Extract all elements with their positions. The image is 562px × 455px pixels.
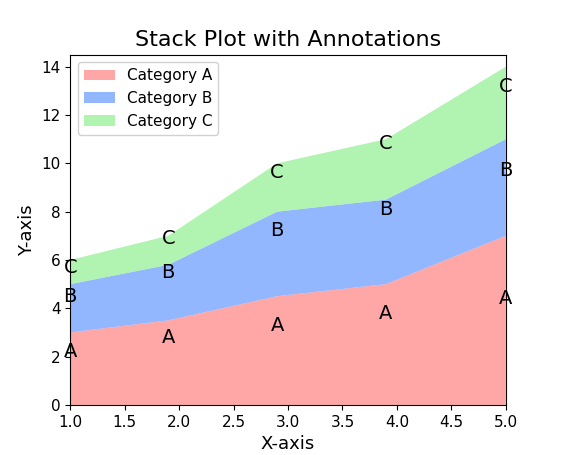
Text: A: A	[270, 316, 284, 335]
Text: B: B	[379, 200, 393, 219]
Text: A: A	[379, 303, 393, 323]
Text: A: A	[499, 289, 513, 308]
Y-axis label: Y-axis: Y-axis	[18, 204, 36, 256]
Text: C: C	[270, 163, 284, 182]
Text: A: A	[64, 342, 77, 361]
Text: B: B	[499, 161, 513, 180]
X-axis label: X-axis: X-axis	[261, 435, 315, 453]
Text: C: C	[379, 135, 393, 153]
Text: B: B	[64, 287, 77, 306]
Text: C: C	[64, 258, 77, 277]
Text: C: C	[161, 229, 175, 248]
Legend: Category A, Category B, Category C: Category A, Category B, Category C	[78, 62, 219, 135]
Text: B: B	[270, 222, 284, 241]
Text: A: A	[161, 328, 175, 347]
Title: Stack Plot with Annotations: Stack Plot with Annotations	[135, 30, 441, 50]
Text: C: C	[499, 76, 513, 96]
Text: B: B	[161, 263, 175, 282]
